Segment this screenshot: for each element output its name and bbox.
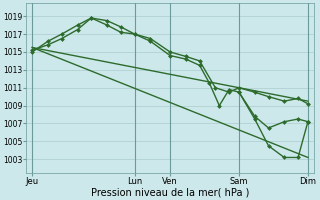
X-axis label: Pression niveau de la mer( hPa ): Pression niveau de la mer( hPa ): [91, 187, 249, 197]
